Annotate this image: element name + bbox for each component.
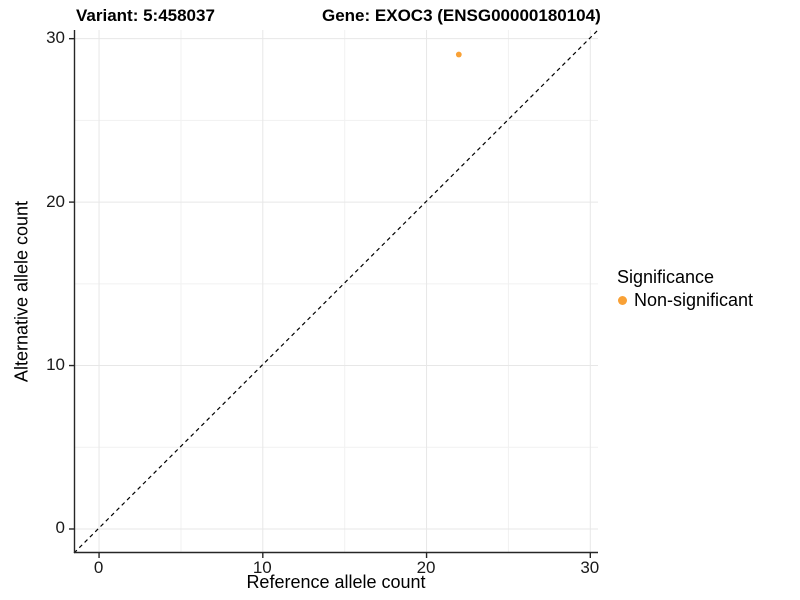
chart-canvas xyxy=(69,29,599,558)
y-tick-label: 0 xyxy=(55,518,65,538)
identity-line xyxy=(73,29,599,554)
x-tick-label: 10 xyxy=(252,558,272,577)
legend-item-non-significant: Non-significant xyxy=(614,288,753,312)
chart-panel xyxy=(69,29,599,558)
legend-title: Significance xyxy=(617,267,715,287)
legend-item-label: Non-significant xyxy=(634,289,754,310)
legend: Significance Non-significant xyxy=(614,266,753,312)
x-axis-title: Reference allele count xyxy=(246,572,426,592)
plot-title-variant: Variant: 5:458037 xyxy=(76,6,215,25)
y-tick-label: 20 xyxy=(46,191,65,211)
x-tick-label: 20 xyxy=(416,558,436,577)
y-tick-label: 30 xyxy=(46,28,65,48)
x-tick-label: 30 xyxy=(580,558,600,577)
x-tick-label: 0 xyxy=(93,558,104,577)
plot-title-gene: Gene: EXOC3 (ENSG00000180104) xyxy=(322,6,601,25)
legend-point-icon xyxy=(618,295,627,305)
y-tick-label: 10 xyxy=(46,355,65,375)
data-point xyxy=(455,51,462,58)
